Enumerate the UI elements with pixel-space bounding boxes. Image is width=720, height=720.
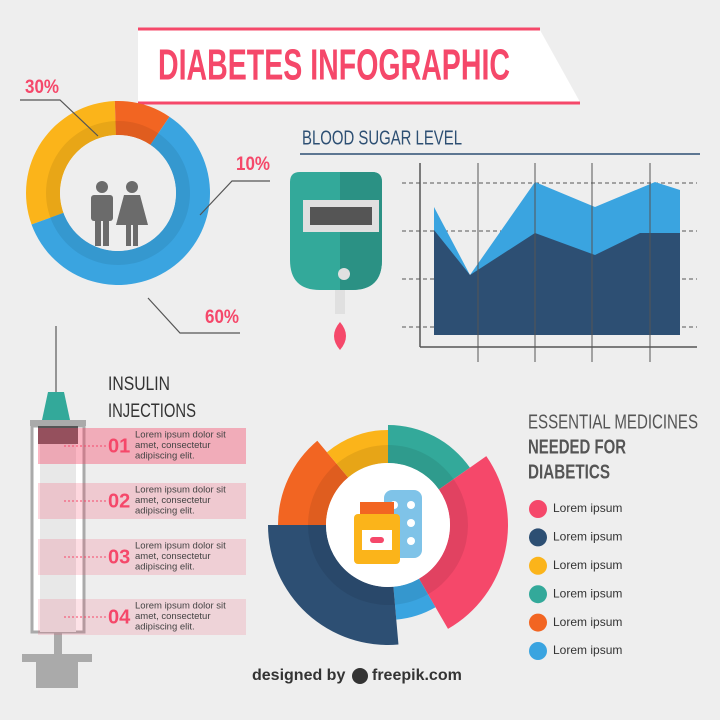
insulin-title: INJECTIONS xyxy=(108,401,196,422)
medicines-title: DIABETICS xyxy=(528,461,610,483)
percent-label: 60% xyxy=(205,307,239,328)
donut-hole xyxy=(60,135,176,251)
rose-segment xyxy=(268,525,399,645)
legend-swatch xyxy=(529,585,547,604)
footer-brand: freepik.com xyxy=(372,667,462,684)
item-text: amet, consectetur xyxy=(135,611,211,622)
medicine-icon xyxy=(354,490,422,564)
legend-label: Lorem ipsum xyxy=(553,501,622,515)
item-number: 04 xyxy=(108,606,131,628)
item-text: Lorem ipsum dolor sit xyxy=(135,430,226,441)
rose-inner xyxy=(308,463,349,525)
title-banner xyxy=(138,30,580,102)
percent-label: 30% xyxy=(25,77,59,98)
rose-segment xyxy=(326,430,388,478)
item-text: amet, consectetur xyxy=(135,495,211,506)
medicines-title: NEEDED FOR xyxy=(528,436,626,458)
rose-segment xyxy=(278,440,349,525)
item-text: amet, consectetur xyxy=(135,440,211,451)
item-text: adipiscing elit. xyxy=(135,451,195,462)
legend-label: Lorem ipsum xyxy=(553,643,622,657)
rose-inner xyxy=(336,445,388,478)
rose-inner xyxy=(388,445,454,490)
legend-swatch xyxy=(529,500,547,518)
blood-sugar-title: BLOOD SUGAR LEVEL xyxy=(302,127,462,149)
medicine-chart xyxy=(268,425,508,645)
medicines-title: ESSENTIAL MEDICINES xyxy=(528,411,698,433)
syringe xyxy=(22,326,92,688)
legend-swatch xyxy=(529,556,547,575)
rose-inner xyxy=(308,525,395,605)
legend-swatch xyxy=(529,528,547,547)
item-text: amet, consectetur xyxy=(135,551,211,562)
rose-segment xyxy=(419,456,508,629)
glucose-meter xyxy=(290,172,382,350)
title: DIABETES INFOGRAPHIC xyxy=(158,41,510,90)
legend-label: Lorem ipsum xyxy=(553,615,622,629)
donut-inner xyxy=(115,121,159,145)
rose-inner xyxy=(419,479,468,595)
legend-swatch xyxy=(529,613,547,632)
item-text: adipiscing elit. xyxy=(135,506,195,517)
population-donut xyxy=(25,101,210,286)
insulin-title: INSULIN xyxy=(108,374,170,395)
item-number: 02 xyxy=(108,490,130,512)
item-number: 03 xyxy=(108,546,130,568)
item-text: adipiscing elit. xyxy=(135,562,195,573)
people-icon xyxy=(91,181,148,246)
rose-inner xyxy=(393,578,428,605)
legend: Lorem ipsum Lorem ipsum Lorem ipsum Lorem i… xyxy=(529,500,622,660)
item-text: Lorem ipsum dolor sit xyxy=(135,485,226,496)
item-text: adipiscing elit. xyxy=(135,622,195,633)
leader-lines xyxy=(20,99,270,334)
donut-inner xyxy=(45,121,116,218)
legend-label: Lorem ipsum xyxy=(553,586,622,600)
rose-segment xyxy=(388,425,470,490)
legend-label: Lorem ipsum xyxy=(553,530,622,544)
footer-prefix: designed by xyxy=(252,667,345,684)
sugar-chart xyxy=(402,163,697,362)
freepik-logo xyxy=(352,668,368,684)
percent-label: 10% xyxy=(236,154,270,175)
item-number: 01 xyxy=(108,435,130,457)
item-text: Lorem ipsum dolor sit xyxy=(135,601,226,612)
legend-label: Lorem ipsum xyxy=(553,558,622,572)
item-text: Lorem ipsum dolor sit xyxy=(135,541,226,552)
legend-swatch xyxy=(529,642,547,660)
rose-segment xyxy=(393,578,436,620)
